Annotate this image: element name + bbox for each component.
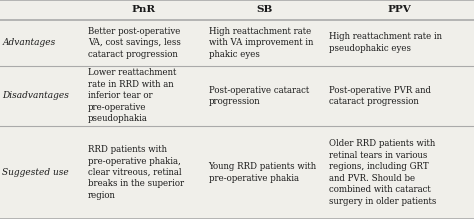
Text: RRD patients with
pre-operative phakia,
clear vitreous, retinal
breaks in the su: RRD patients with pre-operative phakia, … <box>88 145 184 200</box>
Text: Advantages: Advantages <box>2 38 55 47</box>
Text: Older RRD patients with
retinal tears in various
regions, including GRT
and PVR.: Older RRD patients with retinal tears in… <box>329 139 437 206</box>
Text: High reattachment rate
with VA improvement in
phakic eyes: High reattachment rate with VA improveme… <box>209 27 313 59</box>
Text: PPV: PPV <box>387 5 411 14</box>
Text: High reattachment rate in
pseudophakic eyes: High reattachment rate in pseudophakic e… <box>329 32 442 53</box>
Text: Young RRD patients with
pre-operative phakia: Young RRD patients with pre-operative ph… <box>209 162 317 183</box>
Text: Disadvantages: Disadvantages <box>2 91 69 100</box>
Text: Post-operative cataract
progression: Post-operative cataract progression <box>209 86 309 106</box>
Text: SB: SB <box>256 5 273 14</box>
Text: Lower reattachment
rate in RRD with an
inferior tear or
pre-operative
pseudophak: Lower reattachment rate in RRD with an i… <box>88 68 176 123</box>
Text: Better post-operative
VA, cost savings, less
cataract progression: Better post-operative VA, cost savings, … <box>88 27 181 59</box>
Text: PnR: PnR <box>131 5 155 14</box>
Text: Post-operative PVR and
cataract progression: Post-operative PVR and cataract progress… <box>329 86 431 106</box>
Text: Suggested use: Suggested use <box>2 168 69 177</box>
